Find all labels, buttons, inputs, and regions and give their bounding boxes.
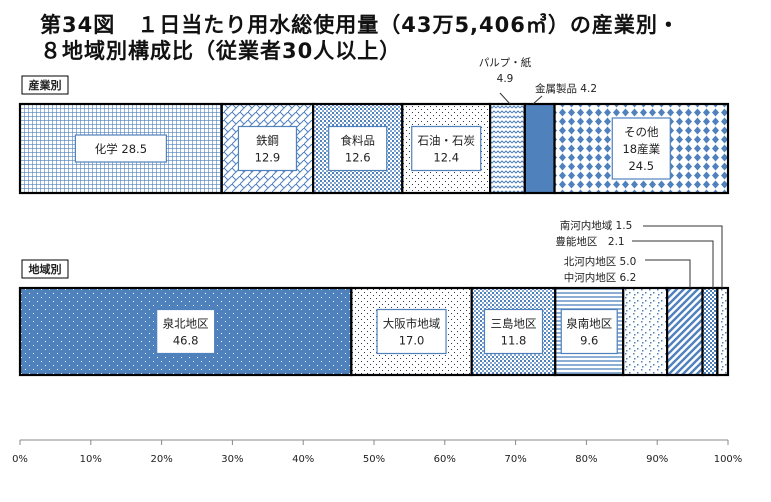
data-label-text: 三島地区	[490, 317, 536, 331]
data-label-box	[74, 134, 167, 163]
callout-leader-line	[499, 92, 511, 105]
callout-0-5: 金属製品 4.2	[532, 82, 597, 105]
data-label-box	[376, 308, 447, 355]
callout-0-4: パルプ・紙 4.9	[479, 56, 532, 105]
x-tick-label: 0%	[12, 454, 28, 465]
bar-segment-0-2	[312, 102, 404, 195]
bar-group-label-box	[21, 259, 69, 279]
callout-1-5: 北河内地区 5.0	[564, 255, 691, 288]
data-label-box	[611, 117, 671, 180]
data-label-text: 化学 28.5	[95, 142, 147, 156]
title-line-1: 第34図 １日当たり用水総使用量（43万5,406㎥）の産業別・	[40, 13, 680, 37]
data-label-text: 鉄鋼	[256, 134, 279, 148]
bar-segment-1-6	[701, 286, 719, 377]
callout-1-6: 豊能地区 2.1	[555, 235, 714, 288]
callout-leader-line	[645, 259, 691, 288]
bar-group-label-text: 産業別	[29, 78, 62, 92]
data-label-text: 24.5	[628, 159, 654, 173]
data-label-text: 泉北地区	[163, 317, 209, 331]
callout-leader-line	[532, 95, 543, 105]
x-tick-label: 30%	[221, 454, 243, 465]
callout-text: パルプ・紙	[479, 56, 532, 69]
data-label-1-2: 三島地区 11.8	[483, 308, 544, 355]
x-tick-label: 60%	[434, 454, 456, 465]
data-label-1-0: 泉北地区 46.8	[156, 308, 216, 355]
callout-text: 北河内地区 5.0	[564, 255, 637, 268]
x-tick-label: 100%	[714, 454, 743, 465]
data-label-text: 11.8	[501, 334, 527, 348]
callout-leader-line	[632, 240, 714, 288]
data-label-0-0: 化学 28.5	[74, 134, 167, 163]
data-label-0-3: 石油・石炭 12.4	[411, 125, 482, 172]
data-label-box	[237, 125, 298, 172]
data-label-text: 石油・石炭	[417, 134, 475, 148]
data-label-0-6: その他 18産業 24.5	[611, 117, 671, 180]
bar-segment-1-7	[716, 286, 730, 377]
callout-leader-line	[643, 225, 723, 288]
data-label-text: 17.0	[399, 334, 425, 348]
callout-text: 南河内地域 1.5	[560, 219, 633, 232]
x-tick-label: 40%	[292, 454, 314, 465]
data-label-1-1: 大阪市地域 17.0	[376, 308, 447, 355]
bar-group-label: 地域別	[21, 259, 69, 279]
data-label-text: 大阪市地域	[383, 317, 441, 331]
data-label-box	[560, 308, 618, 355]
bar-segment-0-5	[523, 102, 556, 195]
data-label-text: 12.4	[433, 151, 459, 165]
data-label-text: 9.6	[580, 334, 598, 348]
bar-segment-0-4	[489, 102, 526, 195]
callout-1-7: 南河内地域 1.5	[560, 219, 723, 288]
data-label-text: 泉南地区	[566, 317, 612, 331]
data-label-box	[411, 125, 482, 172]
data-label-text: 12.6	[345, 151, 371, 165]
data-label-text: 12.9	[255, 151, 281, 165]
bar-segment-1-4	[622, 286, 669, 377]
data-label-box	[483, 308, 544, 355]
title-line-2: ８地域別構成比（従業者30人以上）	[40, 39, 402, 63]
callout-text: 4.9	[497, 73, 514, 85]
data-label-text: その他	[624, 125, 659, 139]
chart-title: 第34図 １日当たり用水総使用量（43万5,406㎥）の産業別・ ８地域別構成比…	[40, 12, 680, 64]
x-tick-label: 70%	[504, 454, 526, 465]
data-label-text: 食料品	[340, 134, 375, 148]
callout-text: 豊能地区 2.1	[555, 235, 624, 248]
x-tick-label: 90%	[646, 454, 668, 465]
bar-group-label-text: 地域別	[29, 262, 62, 276]
data-label-0-1: 鉄鋼 12.9	[237, 125, 298, 172]
callout-1-4: 中河内地区 6.2	[564, 271, 637, 284]
x-tick-label: 10%	[80, 454, 102, 465]
callout-text: 中河内地区 6.2	[564, 271, 637, 284]
x-tick-label: 50%	[363, 454, 385, 465]
bar-segment-1-5	[666, 286, 704, 377]
data-label-0-2: 食料品 12.6	[328, 125, 388, 172]
data-label-1-3: 泉南地区 9.6	[560, 308, 618, 355]
callout-text: 金属製品 4.2	[535, 82, 597, 95]
data-label-box	[328, 125, 388, 172]
x-tick-label: 20%	[150, 454, 172, 465]
data-label-text: 18産業	[622, 142, 660, 156]
data-label-text: 46.8	[173, 334, 199, 348]
data-label-box	[156, 308, 216, 355]
x-tick-label: 80%	[575, 454, 597, 465]
bar-group-label: 産業別	[21, 75, 69, 95]
bar-group-label-box	[21, 75, 69, 95]
